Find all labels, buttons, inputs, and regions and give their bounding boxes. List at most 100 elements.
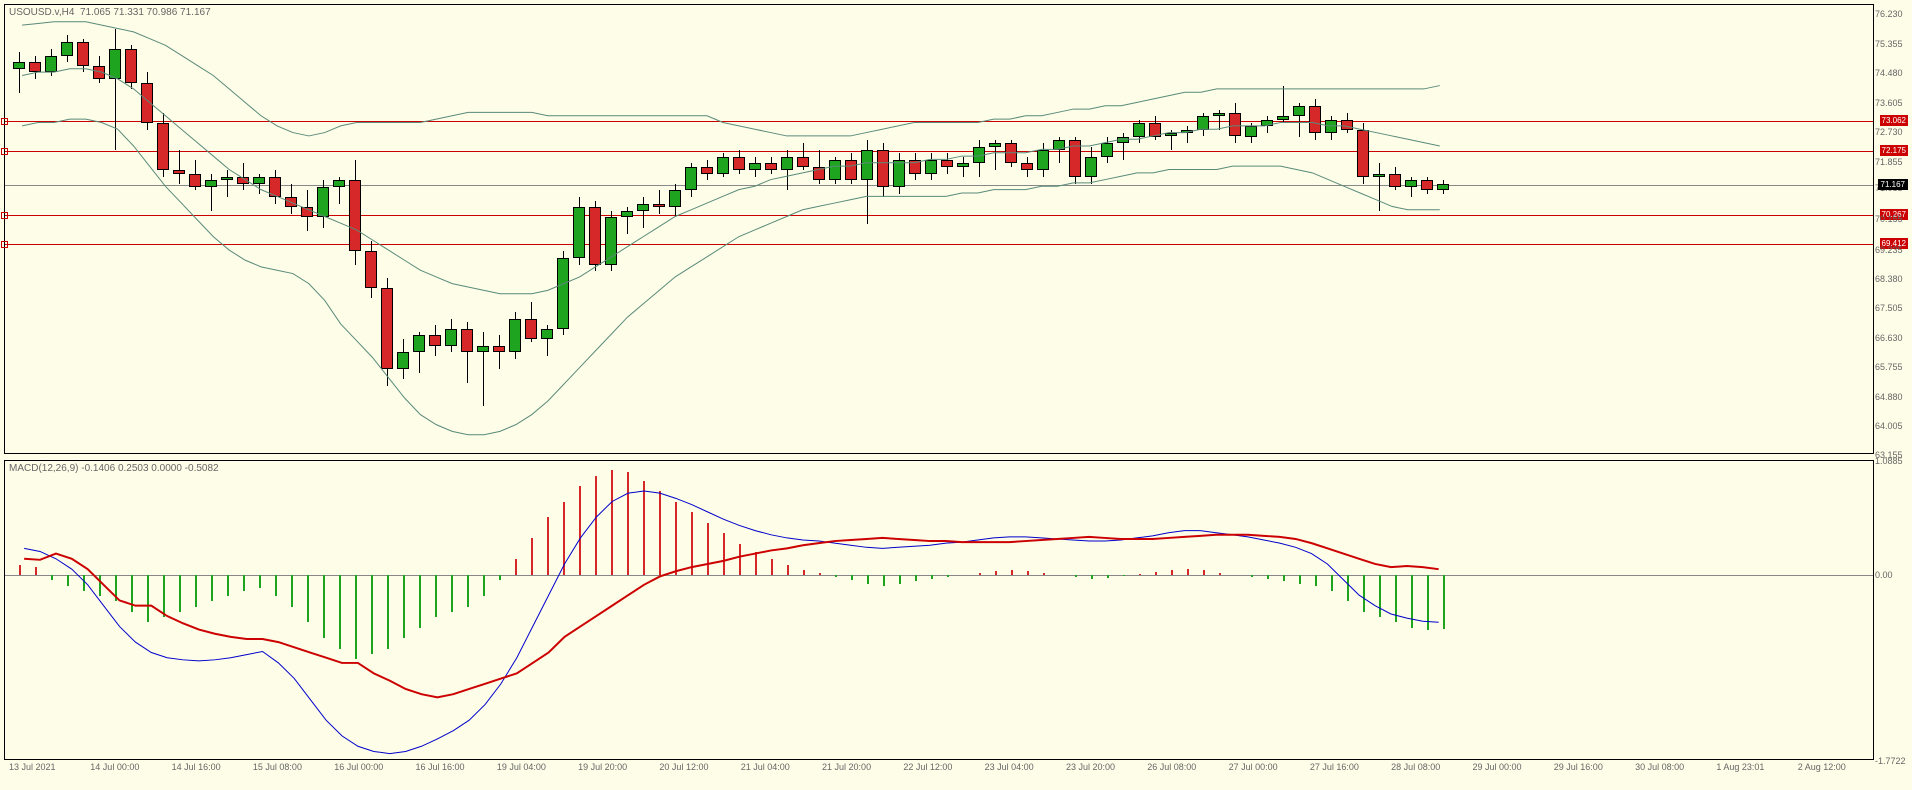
- macd-histogram-bar: [1411, 575, 1413, 627]
- support-resistance-line: 70.267: [5, 215, 1873, 216]
- macd-histogram-bar: [675, 502, 677, 575]
- macd-histogram-bar: [867, 575, 869, 583]
- macd-histogram-bar: [787, 565, 789, 575]
- x-tick: 27 Jul 00:00: [1229, 762, 1278, 772]
- y-tick: 68.380: [1875, 274, 1903, 284]
- macd-histogram-bar: [995, 571, 997, 575]
- macd-histogram-bar: [1171, 570, 1173, 575]
- macd-histogram-bar: [1219, 573, 1221, 575]
- macd-histogram-bar: [755, 552, 757, 575]
- macd-histogram-bar: [899, 575, 901, 583]
- y-tick: 64.880: [1875, 392, 1903, 402]
- macd-histogram-bar: [1011, 570, 1013, 575]
- macd-histogram-bar: [275, 575, 277, 596]
- macd-histogram-bar: [1427, 575, 1429, 630]
- macd-histogram-bar: [147, 575, 149, 622]
- macd-histogram-bar: [1379, 575, 1381, 617]
- y-tick: 67.505: [1875, 303, 1903, 313]
- macd-histogram-bar: [659, 491, 661, 575]
- macd-histogram-bar: [643, 481, 645, 575]
- macd-histogram-bar: [1187, 569, 1189, 575]
- macd-histogram-bar: [851, 575, 853, 580]
- macd-histogram-bar: [707, 523, 709, 575]
- macd-histogram-bar: [1299, 575, 1301, 583]
- macd-y-tick: -1.7722: [1875, 756, 1906, 766]
- support-resistance-line: 73.062: [5, 121, 1873, 122]
- macd-histogram-bar: [819, 573, 821, 575]
- macd-histogram-bar: [979, 573, 981, 575]
- macd-histogram-bar: [515, 559, 517, 575]
- macd-histogram-bar: [115, 575, 117, 601]
- y-tick: 74.480: [1875, 68, 1903, 78]
- macd-line: [24, 535, 1439, 698]
- x-tick: 15 Jul 08:00: [253, 762, 302, 772]
- macd-histogram-bar: [563, 502, 565, 575]
- macd-histogram-bar: [803, 570, 805, 575]
- macd-histogram-bar: [1123, 575, 1125, 576]
- x-tick: 23 Jul 20:00: [1066, 762, 1115, 772]
- macd-histogram-bar: [83, 575, 85, 591]
- macd-histogram-bar: [355, 575, 357, 659]
- y-tick: 73.605: [1875, 98, 1903, 108]
- y-tick: 75.355: [1875, 39, 1903, 49]
- bollinger-band-line: [22, 119, 1440, 435]
- macd-histogram-bar: [51, 575, 53, 580]
- x-tick: 13 Jul 2021: [9, 762, 56, 772]
- chart-title: USOUSD.v,H4 71.065 71.331 70.986 71.167: [9, 7, 211, 18]
- macd-histogram-bar: [723, 533, 725, 575]
- macd-histogram-bar: [419, 575, 421, 627]
- price-chart[interactable]: USOUSD.v,H4 71.065 71.331 70.986 71.167 …: [4, 4, 1874, 454]
- macd-histogram-bar: [1091, 575, 1093, 579]
- macd-histogram-bar: [259, 575, 261, 588]
- macd-histogram-bar: [915, 575, 917, 581]
- macd-histogram-bar: [371, 575, 373, 654]
- macd-histogram-bar: [195, 575, 197, 606]
- current-price-label: 71.167: [1878, 179, 1908, 190]
- macd-histogram-bar: [931, 575, 933, 579]
- macd-histogram-bar: [579, 486, 581, 575]
- macd-histogram-bar: [35, 567, 37, 575]
- macd-histogram-bar: [163, 575, 165, 617]
- current-price-line: [5, 185, 1873, 186]
- x-tick: 1 Aug 23:01: [1716, 762, 1764, 772]
- macd-chart[interactable]: MACD(12,26,9) -0.1406 0.2503 0.0000 -0.5…: [4, 460, 1874, 760]
- macd-histogram-bar: [547, 517, 549, 575]
- macd-histogram-bar: [291, 575, 293, 606]
- macd-histogram-bar: [1075, 575, 1077, 577]
- macd-histogram-bar: [403, 575, 405, 638]
- macd-histogram-bar: [1027, 571, 1029, 575]
- macd-histogram-bar: [531, 538, 533, 575]
- y-tick: 66.630: [1875, 333, 1903, 343]
- macd-histogram-bar: [99, 575, 101, 596]
- macd-histogram-bar: [387, 575, 389, 648]
- x-tick: 16 Jul 16:00: [416, 762, 465, 772]
- macd-histogram-bar: [467, 575, 469, 606]
- price-y-axis: 76.23075.35574.48073.60572.73071.85571.0…: [1873, 5, 1909, 453]
- x-tick: 26 Jul 08:00: [1147, 762, 1196, 772]
- macd-histogram-bar: [1347, 575, 1349, 601]
- macd-histogram-bar: [1363, 575, 1365, 612]
- macd-histogram-bar: [339, 575, 341, 648]
- macd-title: MACD(12,26,9) -0.1406 0.2503 0.0000 -0.5…: [9, 463, 219, 474]
- macd-histogram-bar: [499, 575, 501, 580]
- macd-histogram-bar: [627, 472, 629, 575]
- macd-histogram-bar: [1107, 575, 1109, 578]
- macd-histogram-bar: [595, 476, 597, 576]
- x-tick: 30 Jul 08:00: [1635, 762, 1684, 772]
- bollinger-band-line: [22, 69, 1440, 294]
- time-x-axis: 13 Jul 202114 Jul 00:0014 Jul 16:0015 Ju…: [4, 762, 1874, 782]
- macd-histogram-bar: [1043, 573, 1045, 575]
- y-tick: 76.230: [1875, 9, 1903, 19]
- x-tick: 20 Jul 12:00: [659, 762, 708, 772]
- macd-histogram-bar: [1283, 575, 1285, 581]
- y-tick: 70.155: [1875, 214, 1903, 224]
- macd-histogram-bar: [67, 575, 69, 585]
- y-tick: 69.235: [1875, 245, 1903, 255]
- x-tick: 28 Jul 08:00: [1391, 762, 1440, 772]
- x-tick: 29 Jul 16:00: [1554, 762, 1603, 772]
- macd-histogram-bar: [1267, 575, 1269, 579]
- macd-histogram-bar: [307, 575, 309, 622]
- x-tick: 19 Jul 04:00: [497, 762, 546, 772]
- macd-histogram-bar: [451, 575, 453, 612]
- macd-histogram-bar: [227, 575, 229, 596]
